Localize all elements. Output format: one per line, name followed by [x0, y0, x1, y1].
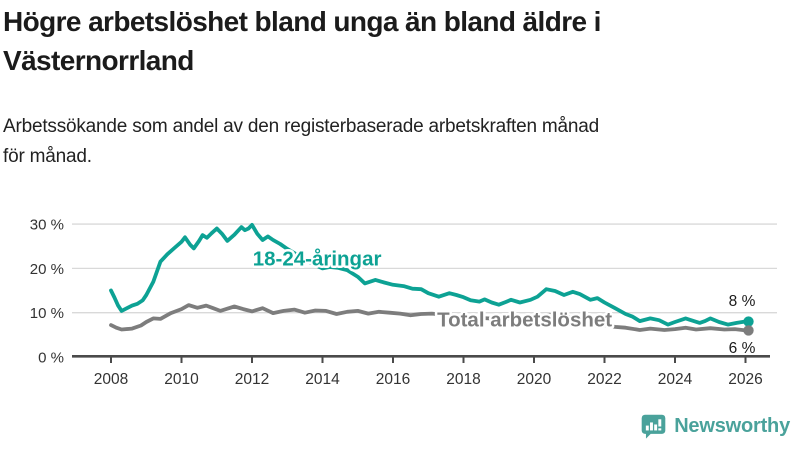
end-dot-youth [743, 316, 754, 327]
page-title-line2: Västernorrland [3, 45, 194, 76]
brand-footer: Newsworthy [640, 410, 790, 442]
end-value-label-total: 6 % [729, 340, 756, 357]
chart-subtitle-line2: för månad. [3, 146, 92, 167]
end-value-label-youth: 8 % [729, 293, 756, 310]
series-line-youth [109, 223, 748, 327]
newsworthy-logo-icon [641, 414, 666, 439]
page-title-line1: Högre arbetslöshet bland unga än bland ä… [3, 6, 601, 37]
series-label-total: Total arbetslöshet [437, 309, 612, 332]
x-tick-label: 2022 [587, 371, 621, 388]
brand-name: Newsworthy [674, 414, 790, 437]
x-tick-label: 2014 [305, 371, 340, 388]
x-tick-label: 2026 [728, 371, 762, 388]
x-tick-label: 2018 [446, 371, 480, 388]
chart-subtitle: Arbetssökande som andel av den registerb… [3, 112, 783, 172]
unemployment-line-chart: 0 % 10 % 20 % 30 % 18-24-åringar Total arbets… [30, 217, 777, 388]
end-dot-total [743, 325, 754, 336]
page-title: Högre arbetslöshet bland unga än bland ä… [3, 2, 783, 80]
chart-subtitle-line1: Arbetssökande som andel av den registerb… [3, 116, 600, 137]
x-tick-label: 2010 [164, 371, 199, 388]
x-tick-label: 2024 [658, 371, 693, 388]
y-tick-label: 10 % [30, 305, 64, 322]
y-tick-label: 0 % [38, 350, 64, 367]
series-label-youth: 18-24-åringar [253, 248, 382, 271]
series-line-total [109, 303, 748, 333]
x-tick-label: 2020 [517, 371, 552, 388]
y-tick-label: 20 % [30, 261, 64, 278]
y-tick-label: 30 % [30, 217, 64, 234]
x-tick-label: 2008 [94, 371, 128, 388]
x-tick-label: 2012 [235, 371, 269, 388]
x-tick-label: 2016 [376, 371, 410, 388]
